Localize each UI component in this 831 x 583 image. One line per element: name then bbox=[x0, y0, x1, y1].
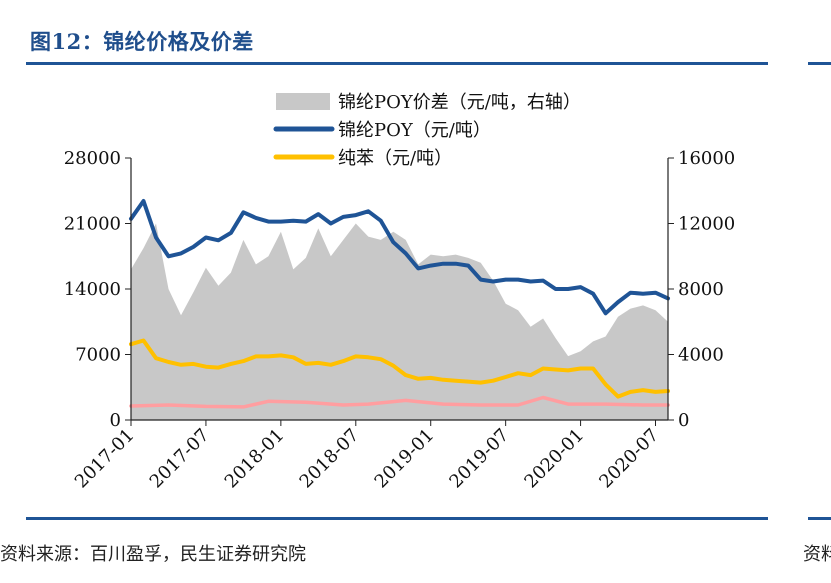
x-tick-label: 2019-01 bbox=[371, 425, 439, 493]
source-rule bbox=[26, 517, 768, 520]
y-right-tick-label: 0 bbox=[678, 410, 689, 431]
legend-spread-swatch bbox=[276, 93, 330, 110]
y-right-tick-label: 16000 bbox=[678, 148, 735, 169]
x-tick-label: 2017-01 bbox=[71, 425, 139, 493]
x-tick-label: 2018-01 bbox=[221, 425, 289, 493]
legend-benzene-label: 纯苯（元/吨） bbox=[338, 148, 452, 169]
plot-area: 0 7000 14000 21000 28000 0 4000 8000 12000 16000 2… bbox=[64, 148, 736, 492]
series-pink-line bbox=[129, 395, 670, 409]
legend-spread-label: 锦纶POY价差（元/吨，右轴） bbox=[338, 92, 581, 113]
y-left-tick-label: 14000 bbox=[64, 279, 121, 300]
y-left-tick-label: 21000 bbox=[64, 214, 121, 235]
source-rule-right-fragment bbox=[808, 517, 831, 520]
y-right-tick-label: 8000 bbox=[678, 279, 724, 300]
legend: 锦纶POY价差（元/吨，右轴） 锦纶POY（元/吨） 纯苯（元/吨） bbox=[273, 92, 581, 169]
figure-title: 图12：锦纶价格及价差 bbox=[30, 29, 254, 54]
legend-poy-label: 锦纶POY（元/吨） bbox=[338, 120, 491, 141]
y-right-tick-label: 4000 bbox=[678, 345, 724, 366]
y-right-tick-label: 12000 bbox=[678, 214, 735, 235]
series-spread-area bbox=[131, 223, 668, 420]
y-left-tick-label: 0 bbox=[110, 410, 121, 431]
x-tick-label: 2020-07 bbox=[595, 425, 663, 493]
x-tick-label: 2020-01 bbox=[520, 425, 588, 493]
y-left-tick-label: 28000 bbox=[64, 148, 121, 169]
series-benzene-line bbox=[129, 338, 670, 399]
source-note: 资料来源：百川盈孚，民生证券研究院 bbox=[0, 544, 306, 565]
title-rule-right-fragment bbox=[808, 62, 831, 65]
source-note-right-fragment: 资料 bbox=[803, 544, 831, 565]
x-tick-label: 2018-07 bbox=[296, 425, 364, 493]
title-rule bbox=[26, 62, 768, 65]
x-tick-label: 2019-07 bbox=[445, 425, 513, 493]
x-tick-label: 2017-07 bbox=[146, 425, 214, 493]
y-left-tick-label: 7000 bbox=[75, 345, 121, 366]
series-poy-line bbox=[129, 199, 670, 316]
